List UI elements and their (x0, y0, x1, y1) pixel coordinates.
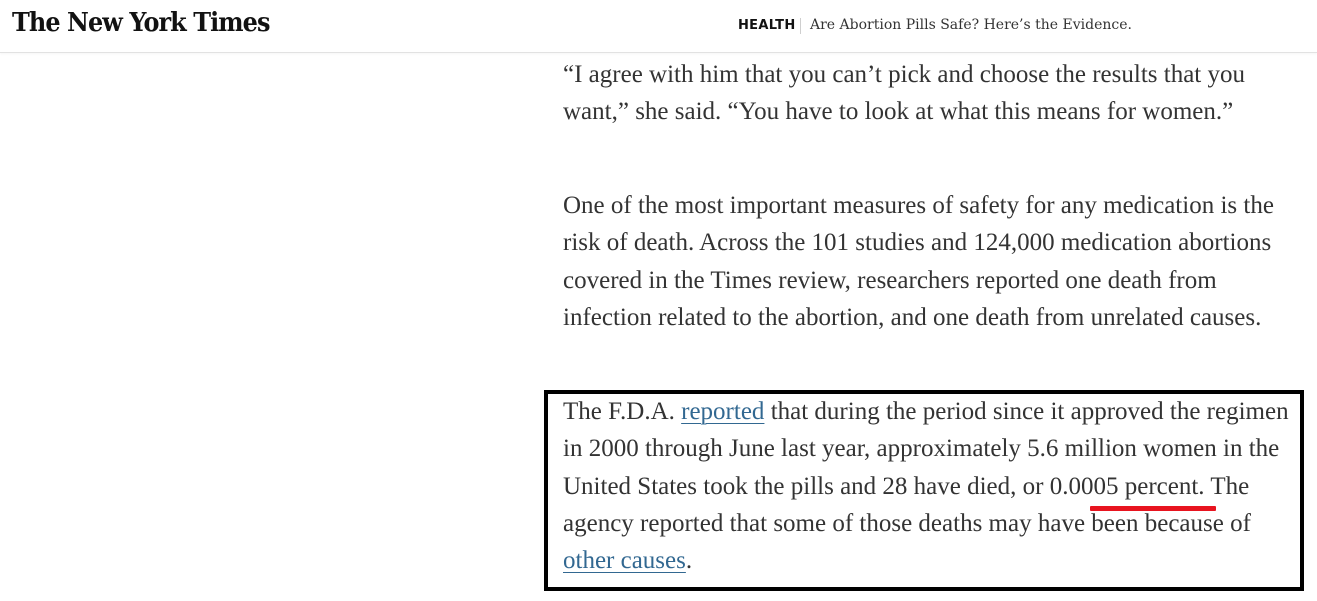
reported-link[interactable]: reported (681, 398, 765, 425)
paragraph-text: The F.D.A. (563, 398, 682, 425)
red-underline-annotation (1090, 506, 1216, 511)
paragraph-text: that during the period since it approved… (563, 398, 1289, 537)
paragraph-text: . (685, 547, 693, 575)
header-divider (800, 18, 801, 34)
paragraph-risk-of-death: One of the most important measures of sa… (563, 192, 1274, 331)
article-headline: Are Abortion Pills Safe? Here’s the Evid… (810, 17, 1132, 33)
paragraph-fda: The F.D.A. reported that during the peri… (563, 393, 1293, 579)
top-bar: The New York Times HEALTH Are Abortion P… (0, 0, 1317, 53)
section-label[interactable]: HEALTH (738, 18, 796, 33)
nyt-logo[interactable]: The New York Times (12, 8, 270, 38)
paragraph-quote: “I agree with him that you can’t pick an… (563, 61, 1245, 126)
other-causes-link[interactable]: other causes (563, 547, 686, 575)
